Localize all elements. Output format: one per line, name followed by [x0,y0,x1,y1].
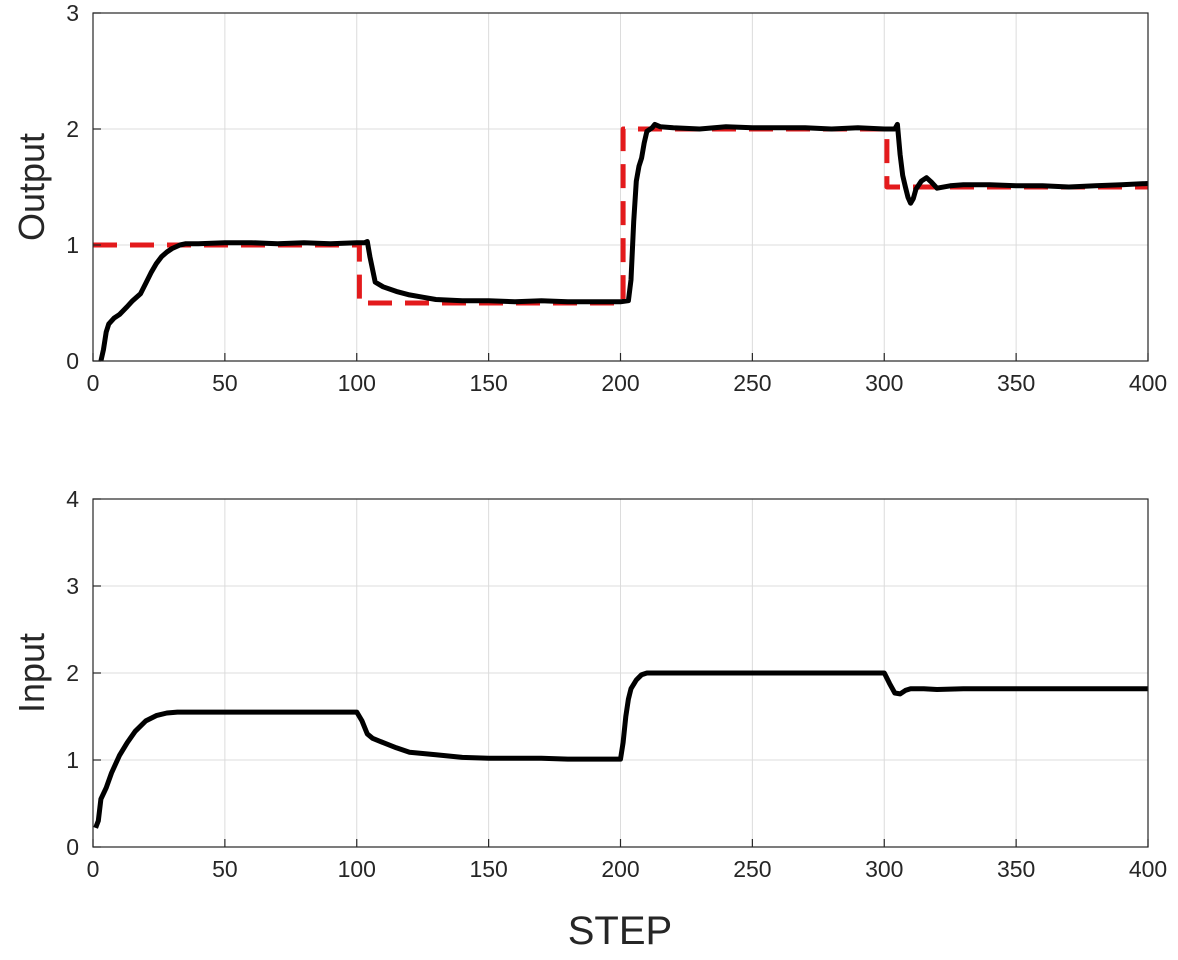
input-ytick-label: 0 [66,834,79,860]
output-xtick-label: 0 [87,370,100,396]
output-ytick-label: 1 [66,232,79,258]
output-ylabel: Output [11,133,52,241]
output-xtick-label: 250 [733,370,771,396]
output-xtick-label: 50 [212,370,238,396]
input-xtick-label: 400 [1129,856,1167,882]
input-xtick-label: 350 [997,856,1035,882]
output-xtick-label: 300 [865,370,903,396]
input-xtick-label: 50 [212,856,238,882]
output-xticks: 0 50 100 150 200 250 300 350 400 [87,353,1167,396]
output-xtick-label: 200 [601,370,639,396]
input-xtick-label: 300 [865,856,903,882]
output-ytick-label: 2 [66,116,79,142]
output-xtick-label: 100 [338,370,376,396]
input-xtick-label: 100 [338,856,376,882]
input-ytick-label: 1 [66,747,79,773]
input-panel: 0 50 100 150 200 250 300 350 400 0 1 2 3 4 Input STE… [11,486,1167,953]
input-ytick-label: 2 [66,660,79,686]
output-signal-line [98,121,1149,362]
output-xtick-label: 350 [997,370,1035,396]
output-lines [93,121,1149,362]
input-xlabel: STEP [568,909,672,953]
output-ytick-label: 0 [66,348,79,374]
input-xtick-label: 150 [469,856,507,882]
output-panel: 0 50 100 150 200 250 300 350 400 0 1 2 3 Output [11,0,1167,396]
output-ytick-label: 3 [66,0,79,26]
output-reference-dashed-line [93,126,1148,306]
output-yticks: 0 1 2 3 [66,0,101,374]
input-xtick-label: 250 [733,856,771,882]
input-signal-line [93,670,1148,829]
output-xtick-label: 150 [469,370,507,396]
output-xtick-label: 400 [1129,370,1167,396]
input-xticks: 0 50 100 150 200 250 300 350 400 [87,839,1167,882]
input-lines [93,670,1148,829]
input-ytick-label: 4 [66,486,79,512]
input-xtick-label: 200 [601,856,639,882]
input-ylabel: Input [11,633,52,713]
input-xtick-label: 0 [87,856,100,882]
input-ytick-label: 3 [66,573,79,599]
input-yticks: 0 1 2 3 4 [66,486,101,860]
